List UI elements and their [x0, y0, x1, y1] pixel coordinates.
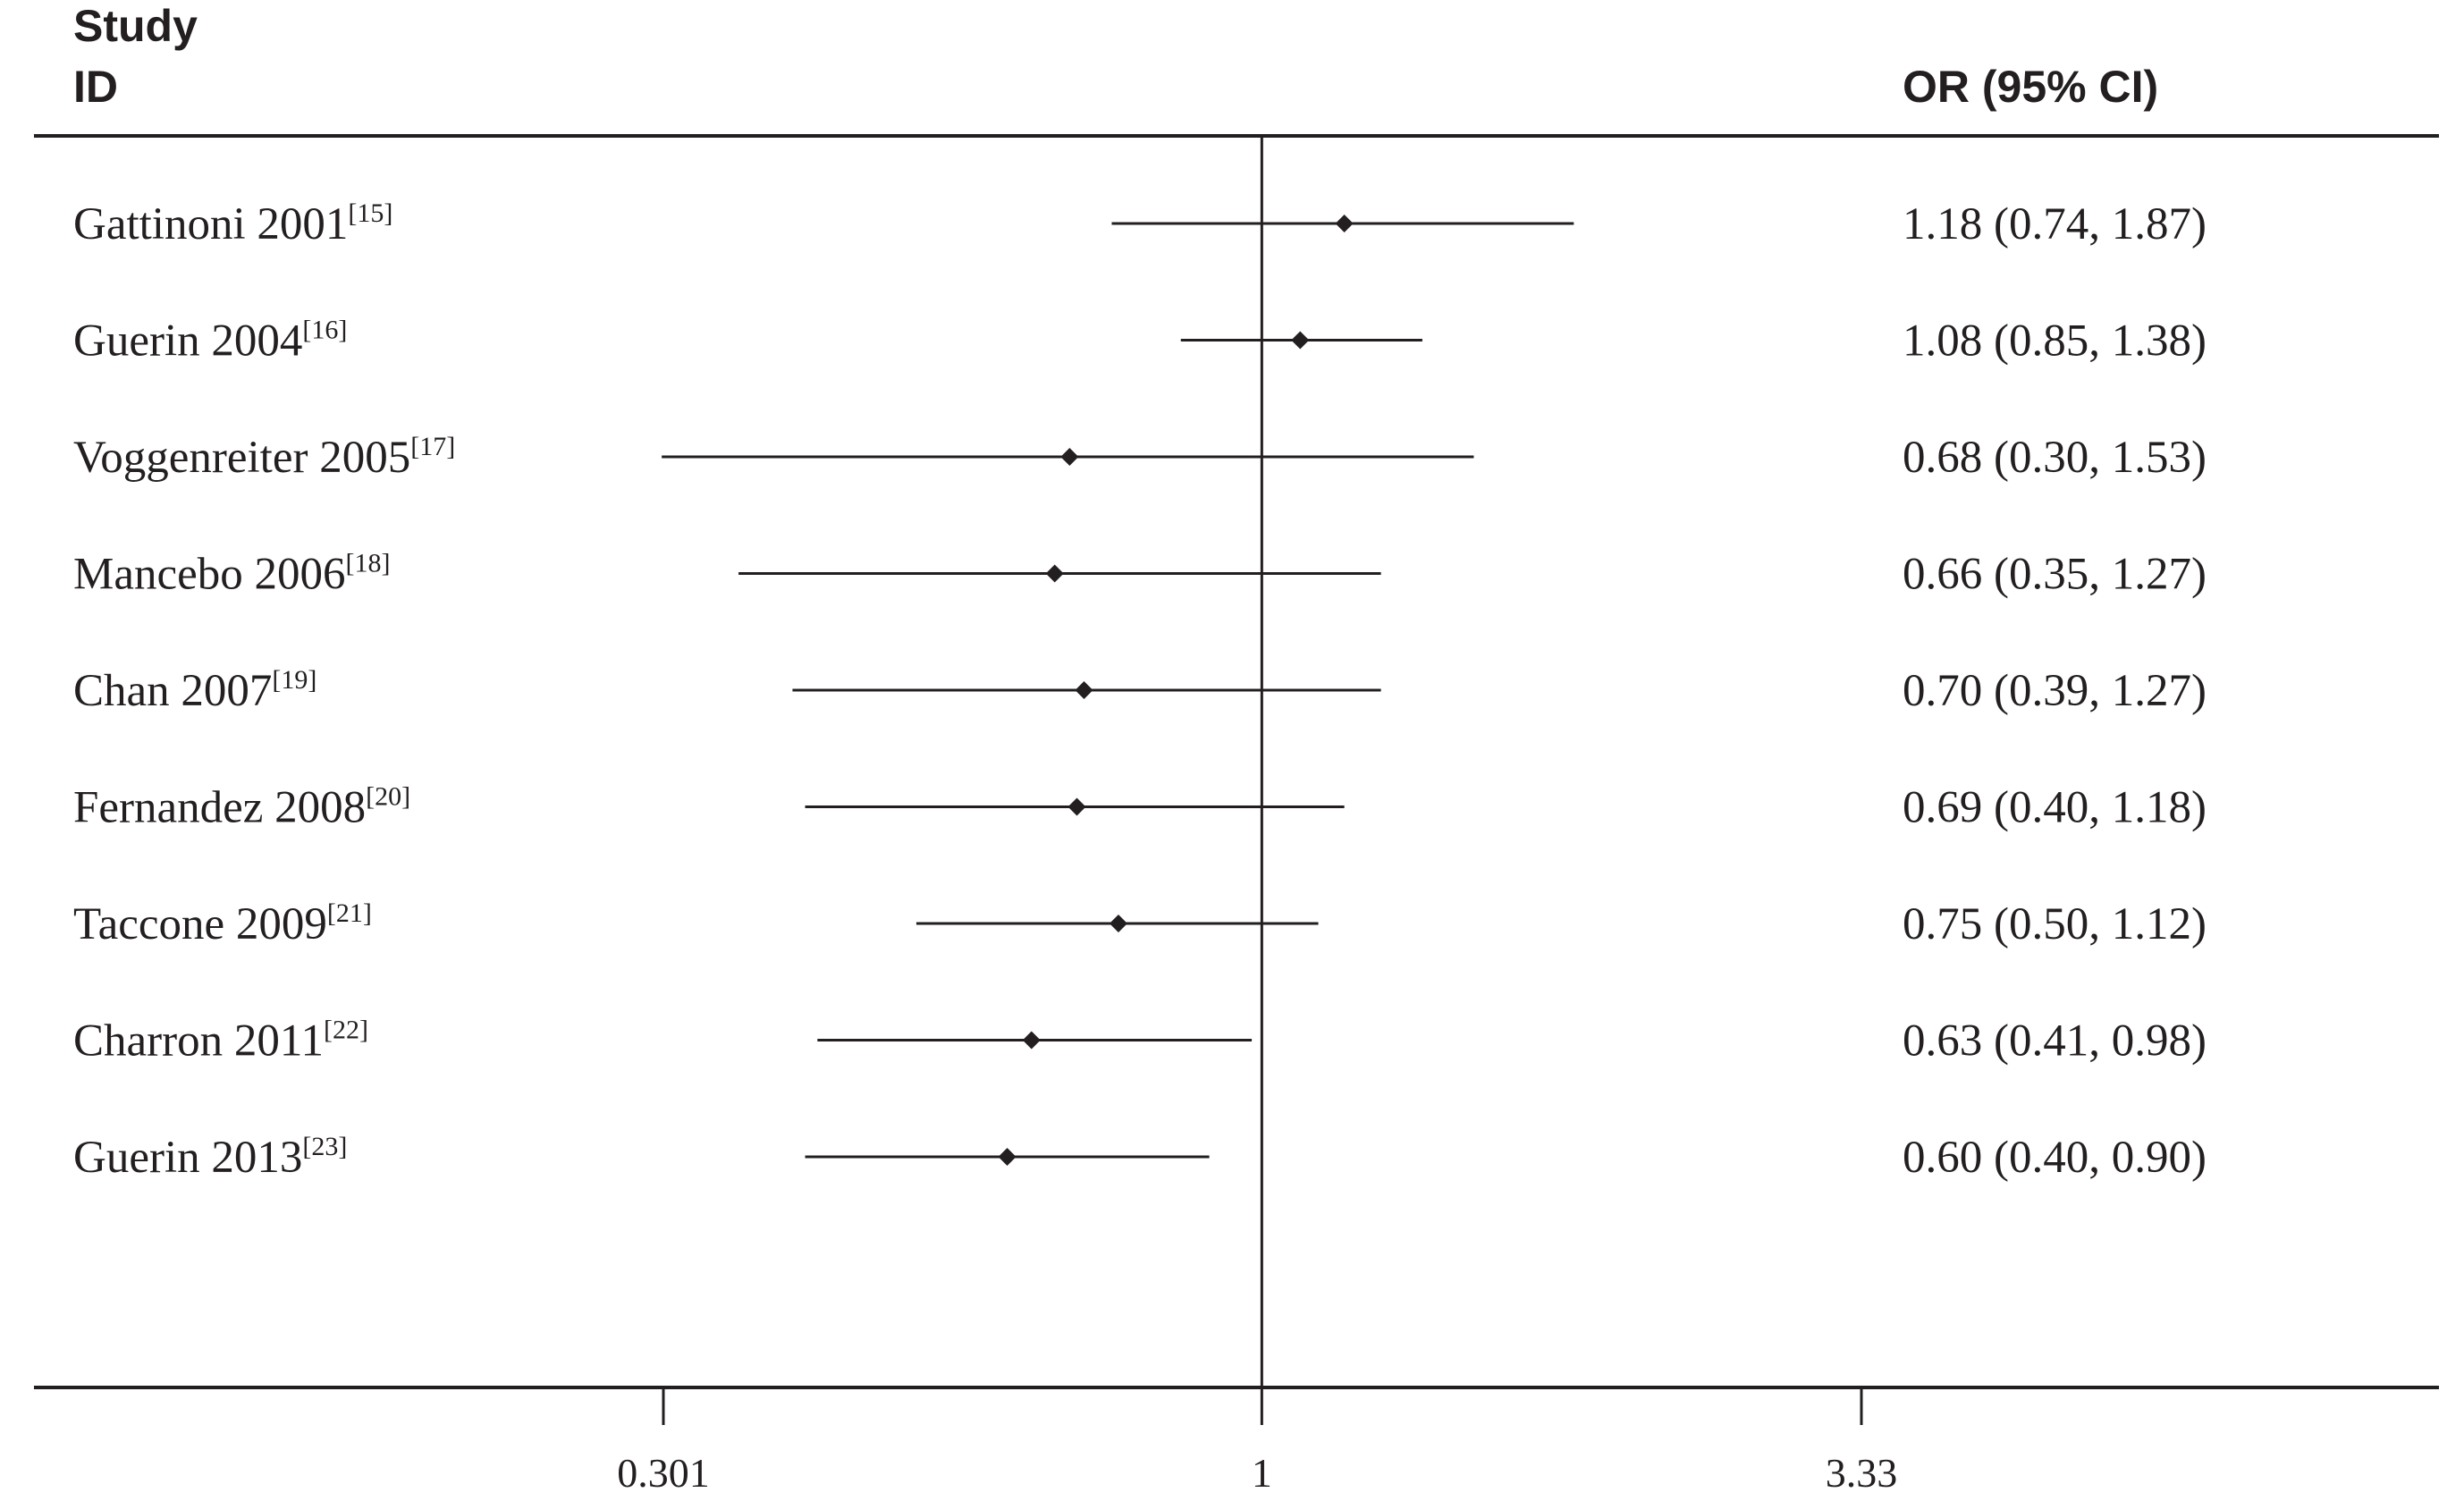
point-estimate-marker	[1075, 681, 1093, 699]
study-name: Gattinoni 2001	[73, 199, 348, 249]
study-row: Guerin 2013[23] 0.60 (0.40, 0.90)	[73, 1132, 2207, 1183]
study-label: Chan 2007[19]	[73, 665, 316, 716]
study-label: Guerin 2013[23]	[73, 1132, 347, 1183]
x-tick-label: 1	[1252, 1450, 1272, 1496]
study-reference: [16]	[302, 316, 347, 345]
study-reference: [23]	[302, 1132, 347, 1161]
header-study: Study	[73, 1, 198, 51]
point-estimate-marker	[1291, 331, 1310, 350]
study-name: Charron 2011	[73, 1016, 324, 1067]
study-name: Chan 2007	[73, 666, 272, 716]
study-row: Chan 2007[19] 0.70 (0.39, 1.27)	[73, 665, 2207, 716]
point-estimate-marker	[1109, 915, 1127, 932]
study-reference: [22]	[324, 1016, 368, 1045]
study-name: Guerin 2004	[73, 316, 302, 367]
study-row: Fernandez 2008[20] 0.69 (0.40, 1.18)	[73, 782, 2207, 833]
or-ci-value: 0.60 (0.40, 0.90)	[1903, 1133, 2207, 1183]
study-reference: [15]	[348, 198, 392, 228]
study-row: Mancebo 2006[18] 0.66 (0.35, 1.27)	[73, 549, 2207, 600]
study-reference: [21]	[327, 898, 372, 928]
or-ci-value: 0.68 (0.30, 1.53)	[1903, 433, 2207, 483]
point-estimate-marker	[998, 1148, 1017, 1166]
study-label: Mancebo 2006[18]	[73, 549, 391, 600]
study-label: Guerin 2004[16]	[73, 316, 347, 367]
study-label: Voggenreiter 2005[17]	[73, 432, 455, 483]
point-estimate-marker	[1022, 1031, 1041, 1050]
study-row: Guerin 2004[16] 1.08 (0.85, 1.38)	[73, 316, 2207, 367]
or-ci-value: 1.18 (0.74, 1.87)	[1903, 199, 2207, 249]
study-name: Mancebo 2006	[73, 550, 346, 600]
header-id: ID	[73, 62, 118, 112]
study-reference: [18]	[346, 549, 391, 578]
or-ci-value: 0.75 (0.50, 1.12)	[1903, 899, 2207, 949]
study-label: Taccone 2009[21]	[73, 898, 372, 949]
x-tick-label: 0.301	[617, 1450, 710, 1496]
or-ci-value: 0.63 (0.41, 0.98)	[1903, 1016, 2207, 1067]
or-ci-value: 1.08 (0.85, 1.38)	[1903, 316, 2207, 367]
study-row: Taccone 2009[21] 0.75 (0.50, 1.12)	[73, 898, 2207, 949]
point-estimate-marker	[1060, 448, 1079, 466]
or-ci-value: 0.69 (0.40, 1.18)	[1903, 783, 2207, 833]
study-row: Voggenreiter 2005[17] 0.68 (0.30, 1.53)	[73, 432, 2207, 483]
study-reference: [20]	[366, 782, 410, 812]
study-label: Fernandez 2008[20]	[73, 782, 410, 833]
point-estimate-marker	[1045, 564, 1064, 583]
study-name: Taccone 2009	[73, 899, 327, 949]
study-label: Gattinoni 2001[15]	[73, 198, 392, 249]
point-estimate-marker	[1335, 215, 1354, 232]
study-name: Fernandez 2008	[73, 783, 366, 833]
study-row: Gattinoni 2001[15] 1.18 (0.74, 1.87)	[73, 198, 2207, 249]
point-estimate-marker	[1067, 797, 1086, 816]
study-reference: [19]	[272, 665, 316, 695]
study-name: Guerin 2013	[73, 1133, 302, 1183]
study-name: Voggenreiter 2005	[73, 433, 410, 483]
study-row: Charron 2011[22] 0.63 (0.41, 0.98)	[73, 1016, 2207, 1067]
or-ci-value: 0.66 (0.35, 1.27)	[1903, 550, 2207, 600]
study-label: Charron 2011[22]	[73, 1016, 368, 1067]
header-or-ci: OR (95% CI)	[1903, 62, 2158, 112]
study-reference: [17]	[410, 432, 455, 461]
x-tick-label: 3.33	[1826, 1450, 1898, 1496]
or-ci-value: 0.70 (0.39, 1.27)	[1903, 666, 2207, 716]
